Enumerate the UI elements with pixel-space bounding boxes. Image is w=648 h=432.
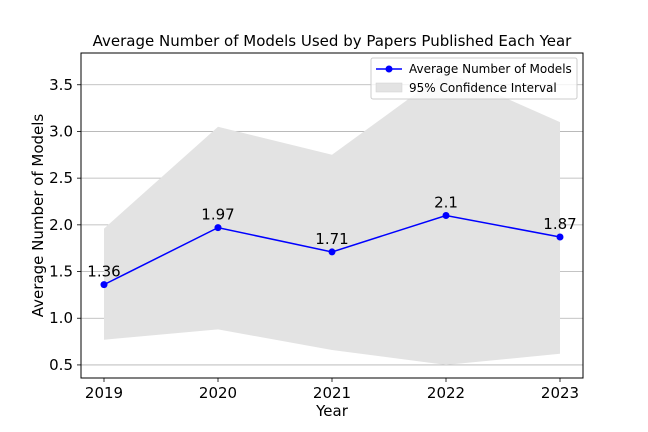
data-label: 1.71 <box>315 230 348 248</box>
x-tick-label: 2022 <box>427 384 465 402</box>
y-axis-label: Average Number of Models <box>29 114 47 318</box>
legend-entry-confidence-interval: 95% Confidence Interval <box>409 81 557 95</box>
y-tick-label: 1.5 <box>49 263 73 281</box>
data-label: 1.87 <box>543 215 576 233</box>
y-tick-label: 1.0 <box>49 309 73 327</box>
legend-band-swatch <box>375 82 403 93</box>
data-labels-layer: 1.36 1.97 1.71 2.1 1.87 <box>87 194 576 281</box>
y-tick-label: 2.5 <box>49 169 73 187</box>
data-label: 2.1 <box>434 194 458 212</box>
axis-ticks-layer: 0.5 1.0 1.5 2.0 2.5 3.0 3.5 2019 2020 2021 2022 202… <box>49 76 579 402</box>
legend-entry-average: Average Number of Models <box>409 62 572 76</box>
confidence-band-layer <box>104 71 560 365</box>
data-point <box>214 224 222 232</box>
data-label: 1.97 <box>201 206 234 224</box>
data-point <box>556 233 564 241</box>
data-point <box>328 248 336 256</box>
x-axis-label: Year <box>315 402 349 420</box>
y-tick-label: 3.0 <box>49 122 73 140</box>
data-point <box>100 281 108 289</box>
x-tick-label: 2020 <box>199 384 237 402</box>
legend-line-marker <box>385 65 393 73</box>
x-tick-label: 2021 <box>313 384 351 402</box>
y-tick-label: 2.0 <box>49 216 73 234</box>
x-tick-label: 2019 <box>85 384 123 402</box>
series-line-layer <box>100 212 564 289</box>
y-tick-label: 0.5 <box>49 356 73 374</box>
data-point <box>442 212 450 219</box>
confidence-band <box>104 71 560 365</box>
data-label: 1.36 <box>87 263 120 281</box>
legend: Average Number of Models 95% Confidence … <box>370 57 578 100</box>
x-tick-label: 2023 <box>541 384 579 402</box>
chart-title: Average Number of Models Used by Papers … <box>93 32 573 50</box>
legend-box <box>370 57 578 100</box>
y-tick-label: 3.5 <box>49 76 73 94</box>
